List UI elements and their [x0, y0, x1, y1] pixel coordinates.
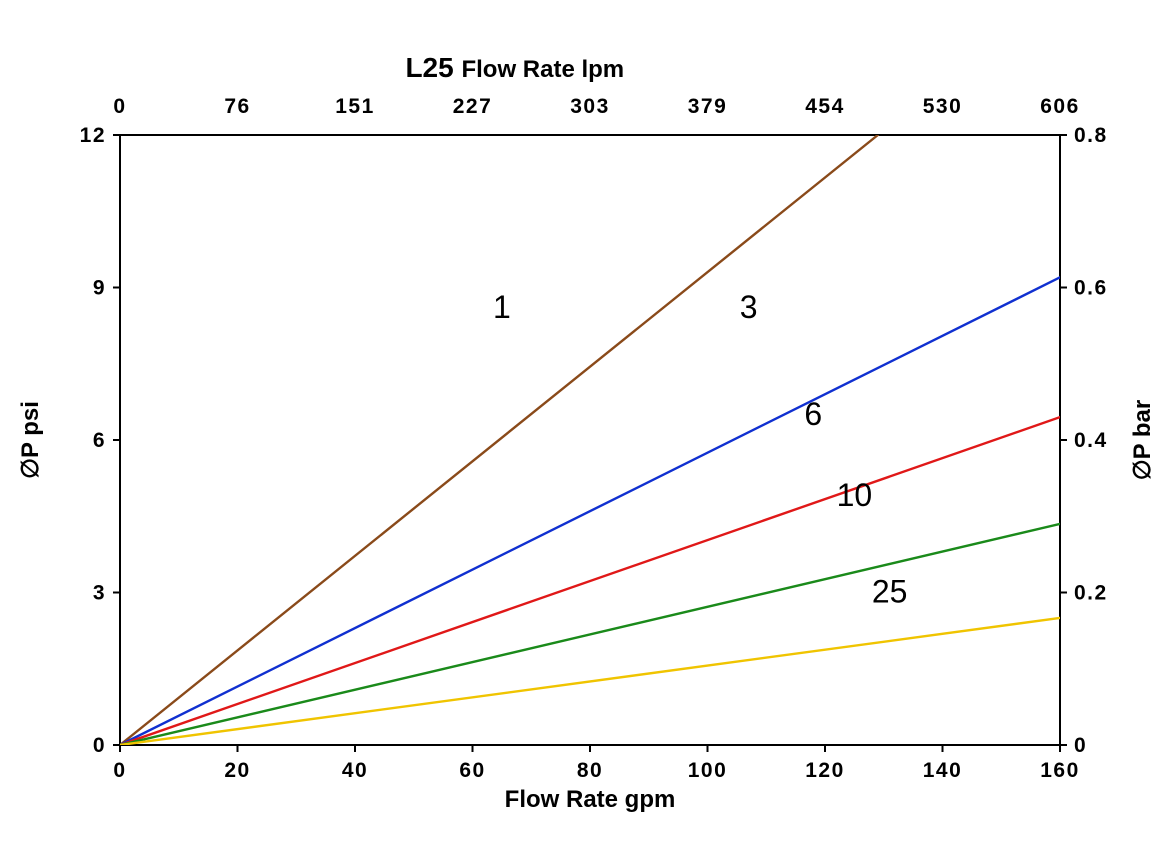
x-top-tick-label: 379 — [688, 95, 728, 118]
x-top-tick-label: 76 — [224, 95, 250, 118]
chart-container: 020406080100120140160Flow Rate gpm076151… — [0, 0, 1170, 866]
series-label: 6 — [804, 396, 822, 432]
x-bottom-tick-label: 160 — [1040, 759, 1080, 782]
y-right-axis-title: ∅P bar — [1129, 400, 1156, 481]
y-left-axis-title: ∅P psi — [17, 401, 44, 479]
x-bottom-tick-label: 40 — [342, 759, 368, 782]
x-top-tick-label: 227 — [453, 95, 493, 118]
x-top-tick-label: 606 — [1040, 95, 1080, 118]
x-bottom-tick-label: 120 — [805, 759, 845, 782]
x-bottom-tick-label: 80 — [577, 759, 603, 782]
x-bottom-tick-label: 140 — [923, 759, 963, 782]
x-top-axis-title: L25 Flow Rate lpm — [405, 52, 624, 83]
series-label: 10 — [837, 477, 873, 513]
x-bottom-tick-label: 20 — [224, 759, 250, 782]
y-left-tick-label: 3 — [93, 582, 106, 605]
x-top-tick-label: 151 — [335, 95, 375, 118]
y-right-tick-label: 0.6 — [1074, 277, 1108, 300]
y-left-tick-label: 12 — [80, 124, 106, 147]
x-top-tick-label: 454 — [805, 95, 845, 118]
x-bottom-tick-label: 0 — [113, 759, 126, 782]
x-bottom-axis-title: Flow Rate gpm — [505, 786, 676, 813]
x-top-tick-label: 0 — [113, 95, 126, 118]
series-label: 3 — [740, 289, 758, 325]
y-left-tick-label: 0 — [93, 734, 106, 757]
series-label: 1 — [493, 289, 511, 325]
y-right-tick-label: 0.4 — [1074, 429, 1108, 452]
y-left-tick-label: 9 — [93, 277, 106, 300]
y-left-tick-label: 6 — [93, 429, 106, 452]
y-right-tick-label: 0.2 — [1074, 582, 1108, 605]
x-bottom-tick-label: 60 — [459, 759, 485, 782]
y-right-tick-label: 0.8 — [1074, 124, 1108, 147]
x-top-tick-label: 530 — [923, 95, 963, 118]
pressure-flow-chart: 020406080100120140160Flow Rate gpm076151… — [0, 0, 1170, 866]
x-bottom-tick-label: 100 — [688, 759, 728, 782]
x-top-tick-label: 303 — [570, 95, 610, 118]
y-right-tick-label: 0 — [1074, 734, 1087, 757]
series-label: 25 — [872, 574, 908, 610]
